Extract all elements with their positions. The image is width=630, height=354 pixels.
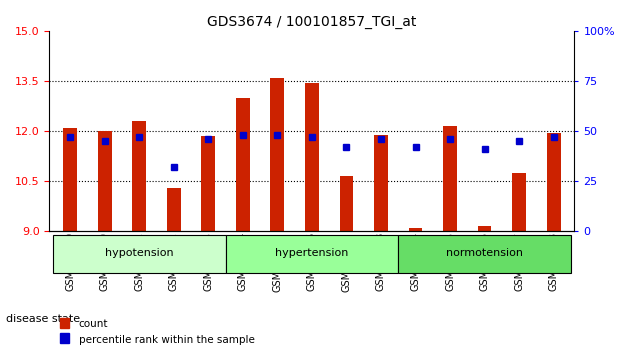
Bar: [98, 131, 112, 231]
Bar: [167, 188, 181, 231]
Title: GDS3674 / 100101857_TGI_at: GDS3674 / 100101857_TGI_at: [207, 15, 416, 29]
Text: hypertension: hypertension: [275, 248, 348, 258]
Text: disease state: disease state: [6, 314, 84, 324]
Bar: [236, 98, 249, 231]
Bar: [305, 83, 319, 231]
Bar: [202, 136, 215, 231]
Bar: [409, 228, 422, 231]
FancyBboxPatch shape: [226, 235, 398, 273]
Legend: count, percentile rank within the sample: count, percentile rank within the sample: [55, 315, 258, 349]
Bar: [63, 128, 77, 231]
Bar: [547, 133, 561, 231]
Bar: [132, 121, 146, 231]
Text: hypotension: hypotension: [105, 248, 174, 258]
Bar: [340, 176, 353, 231]
FancyBboxPatch shape: [398, 235, 571, 273]
FancyBboxPatch shape: [53, 235, 226, 273]
Bar: [270, 78, 284, 231]
Bar: [374, 135, 388, 231]
Bar: [478, 226, 491, 231]
Bar: [512, 173, 526, 231]
Text: normotension: normotension: [446, 248, 523, 258]
Bar: [443, 126, 457, 231]
